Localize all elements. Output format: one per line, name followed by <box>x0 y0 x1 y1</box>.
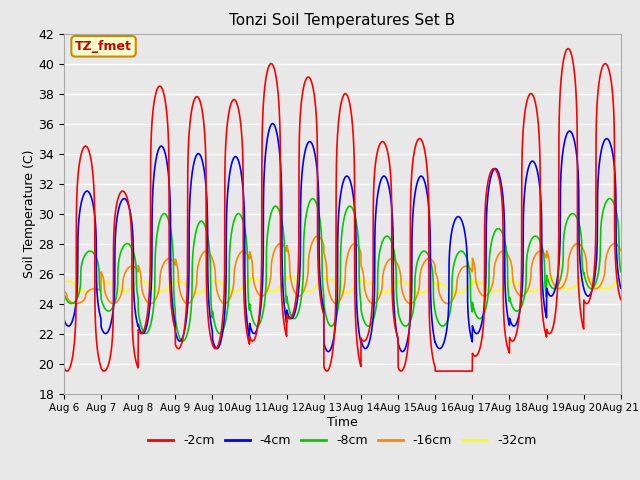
-8cm <box>60 291 68 297</box>
-16cm <box>216 296 223 301</box>
-8cm <box>406 317 414 323</box>
-8cm <box>179 338 187 344</box>
-2cm <box>216 338 223 344</box>
-4cm <box>564 129 572 135</box>
Line: -2cm: -2cm <box>64 48 621 371</box>
Line: -8cm: -8cm <box>64 199 621 341</box>
-4cm <box>407 311 415 317</box>
-4cm <box>60 316 68 322</box>
-16cm <box>564 260 572 266</box>
-32cm <box>216 279 223 285</box>
-8cm <box>397 318 404 324</box>
-2cm <box>406 214 414 220</box>
-2cm <box>617 296 625 302</box>
-2cm <box>60 365 68 371</box>
-32cm <box>397 278 404 284</box>
-16cm <box>179 297 187 303</box>
-32cm <box>407 285 415 291</box>
-16cm <box>60 288 68 294</box>
-8cm <box>606 196 614 202</box>
-8cm <box>564 215 572 221</box>
Line: -32cm: -32cm <box>64 276 621 293</box>
-16cm <box>397 276 404 281</box>
-32cm <box>60 279 68 285</box>
-4cm <box>397 348 404 353</box>
-16cm <box>617 247 625 253</box>
-16cm <box>617 248 625 253</box>
-2cm <box>431 368 439 374</box>
-32cm <box>286 274 294 279</box>
Text: TZ_fmet: TZ_fmet <box>75 40 132 53</box>
-32cm <box>193 290 201 296</box>
-32cm <box>617 276 625 281</box>
Legend: -2cm, -4cm, -8cm, -16cm, -32cm: -2cm, -4cm, -8cm, -16cm, -32cm <box>143 429 541 452</box>
-8cm <box>180 338 188 344</box>
-2cm <box>617 297 625 302</box>
-2cm <box>564 46 572 51</box>
Title: Tonzi Soil Temperatures Set B: Tonzi Soil Temperatures Set B <box>229 13 456 28</box>
-32cm <box>617 276 625 281</box>
-2cm <box>564 46 572 51</box>
-4cm <box>179 333 187 338</box>
-8cm <box>617 268 625 274</box>
Y-axis label: Soil Temperature (C): Soil Temperature (C) <box>22 149 36 278</box>
-2cm <box>397 368 404 374</box>
-4cm <box>399 348 406 354</box>
-16cm <box>407 300 415 306</box>
-16cm <box>314 233 321 239</box>
-8cm <box>617 269 625 275</box>
-32cm <box>564 286 572 291</box>
X-axis label: Time: Time <box>327 416 358 429</box>
-4cm <box>617 285 625 290</box>
Line: -16cm: -16cm <box>64 236 621 303</box>
-4cm <box>269 121 276 127</box>
-4cm <box>216 343 223 348</box>
-16cm <box>184 300 191 306</box>
-4cm <box>617 285 625 291</box>
-8cm <box>216 331 223 336</box>
-32cm <box>179 280 187 286</box>
-2cm <box>179 334 187 339</box>
Line: -4cm: -4cm <box>64 124 621 351</box>
